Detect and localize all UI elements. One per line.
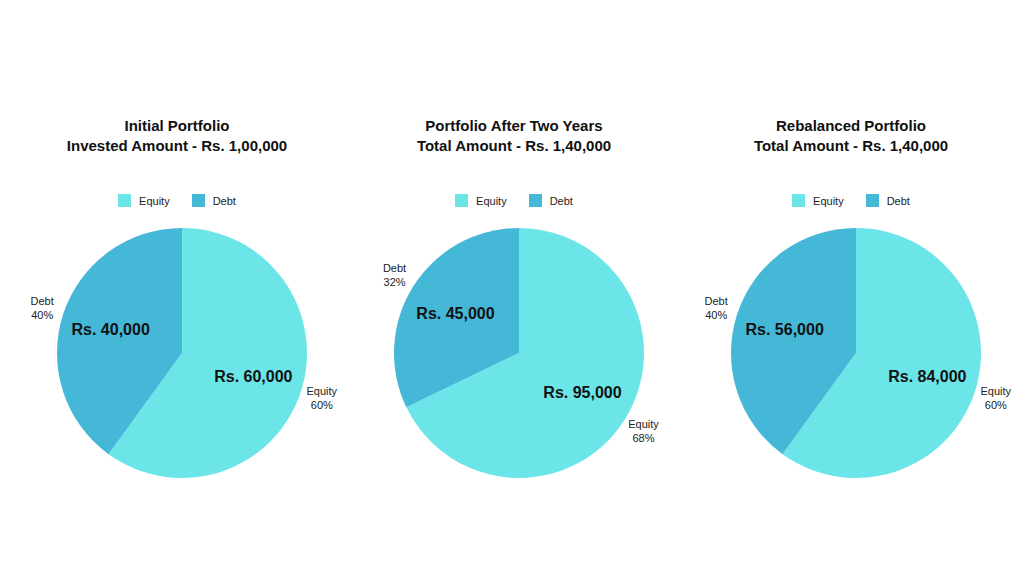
svg-text:40%: 40%	[705, 309, 727, 321]
svg-text:Debt: Debt	[383, 262, 406, 274]
svg-text:Debt: Debt	[705, 295, 728, 307]
html-text:Total Amount - Rs. 1,40,000: Total Amount - Rs. 1,40,000	[416, 137, 612, 154]
html-text:Debt: Debt	[549, 194, 573, 207]
html-text:Equity: Equity	[476, 194, 507, 207]
html-text:Debt: Debt	[886, 194, 910, 207]
svg-text:Equity: Equity	[628, 418, 659, 430]
svg-text:68%: 68%	[632, 432, 654, 444]
svg-text:Rs. 95,000: Rs. 95,000	[543, 384, 621, 401]
svg-text:60%: 60%	[985, 399, 1007, 411]
svg-text:Rs. 84,000: Rs. 84,000	[888, 368, 966, 385]
svg-text:Equity: Equity	[981, 385, 1012, 397]
html-text:Portfolio After Two Years: Portfolio After Two Years	[425, 117, 603, 134]
svg-text:Equity: Equity	[307, 385, 338, 397]
svg-text:32%: 32%	[384, 276, 406, 288]
html-text:Total Amount - Rs. 1,40,000: Total Amount - Rs. 1,40,000	[753, 137, 949, 154]
svg-text:40%: 40%	[31, 309, 53, 321]
svg-text:Rs. 56,000: Rs. 56,000	[746, 321, 824, 338]
html-text:Equity: Equity	[813, 194, 844, 207]
svg-text:Rs. 40,000: Rs. 40,000	[72, 321, 150, 338]
html-text:Equity: Equity	[139, 194, 170, 207]
svg-text:Rs. 45,000: Rs. 45,000	[416, 305, 494, 322]
svg-text:60%: 60%	[311, 399, 333, 411]
html-text:Debt: Debt	[212, 194, 236, 207]
html-text:Invested Amount - Rs. 1,00,000: Invested Amount - Rs. 1,00,000	[66, 137, 288, 154]
svg-text:Rs. 60,000: Rs. 60,000	[214, 368, 292, 385]
svg-text:Debt: Debt	[31, 295, 54, 307]
html-text:Rebalanced Portfolio: Rebalanced Portfolio	[776, 117, 926, 134]
html-text:Initial Portfolio: Initial Portfolio	[124, 117, 230, 134]
